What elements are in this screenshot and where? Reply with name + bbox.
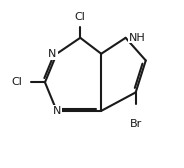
Text: NH: NH xyxy=(129,33,146,43)
Text: N: N xyxy=(53,106,61,116)
Text: N: N xyxy=(48,49,57,59)
Text: Cl: Cl xyxy=(75,12,86,22)
Text: Br: Br xyxy=(130,119,142,129)
Text: Cl: Cl xyxy=(12,77,23,87)
